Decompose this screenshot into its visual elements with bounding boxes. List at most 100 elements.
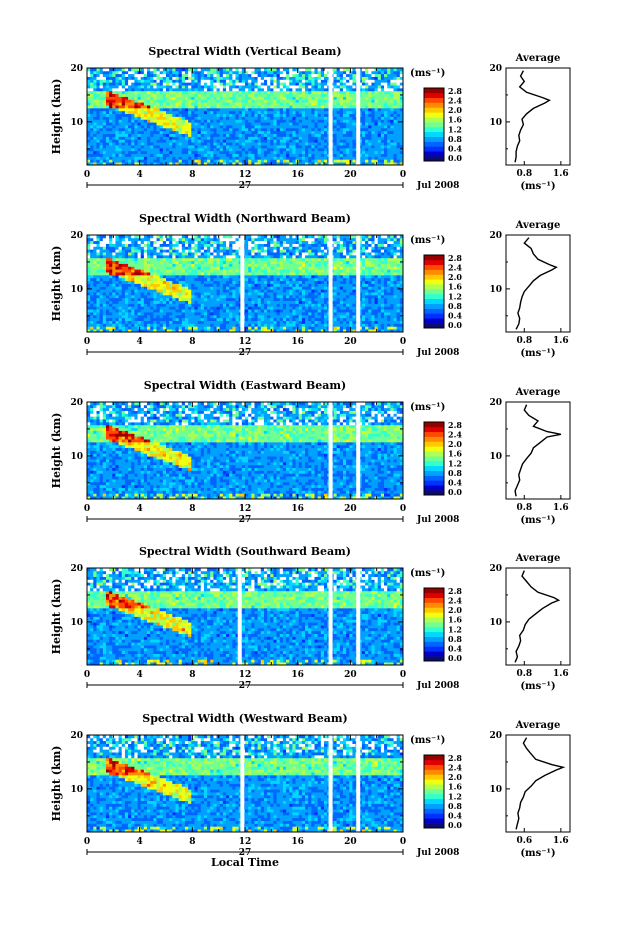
- heatmap-cell: [346, 99, 350, 102]
- heatmap-cell: [223, 309, 227, 312]
- heatmap-cell: [122, 258, 126, 261]
- heatmap-cell: [384, 79, 388, 82]
- heatmap-cell: [264, 122, 268, 125]
- heatmap-cell: [100, 148, 104, 151]
- heatmap-cell: [166, 148, 170, 151]
- heatmap-cell: [144, 148, 148, 151]
- heatmap-cell: [157, 284, 161, 287]
- heatmap-cell: [273, 139, 277, 142]
- heatmap-cell: [286, 77, 290, 80]
- heatmap-cell: [87, 258, 91, 261]
- heatmap-cell: [109, 241, 113, 244]
- heatmap-cell: [138, 295, 142, 298]
- heatmap-cell: [122, 74, 126, 77]
- heatmap-cell: [258, 102, 262, 105]
- heatmap-cell: [384, 85, 388, 88]
- heatmap-cell: [340, 102, 344, 105]
- heatmap-cell: [128, 249, 132, 252]
- heatmap-cell: [163, 142, 167, 145]
- heatmap-cell: [362, 122, 366, 125]
- heatmap-cell: [286, 134, 290, 137]
- heatmap-cell: [324, 151, 328, 154]
- heatmap-cell: [109, 125, 113, 128]
- heatmap-cell: [201, 122, 205, 125]
- heatmap-cell: [153, 258, 157, 261]
- heatmap-cell: [96, 156, 100, 159]
- heatmap-cell: [267, 94, 271, 97]
- heatmap-cell: [343, 122, 347, 125]
- heatmap-cell: [207, 154, 211, 157]
- heatmap-cell: [207, 269, 211, 272]
- heatmap-cell: [308, 99, 312, 102]
- heatmap-cell: [371, 88, 375, 91]
- heatmap-cell: [273, 159, 277, 162]
- heatmap-cell: [223, 85, 227, 88]
- heatmap-cell: [362, 79, 366, 82]
- heatmap-cell: [96, 269, 100, 272]
- heatmap-cell: [182, 71, 186, 74]
- heatmap-cell: [166, 255, 170, 258]
- heatmap-cell: [368, 117, 372, 120]
- heatmap-cell: [96, 292, 100, 295]
- heatmap-cell: [204, 134, 208, 137]
- heatmap-cell: [340, 122, 344, 125]
- heatmap-cell: [172, 261, 176, 264]
- heatmap-cell: [333, 117, 337, 120]
- heatmap-cell: [198, 281, 202, 284]
- heatmap-cell: [264, 128, 268, 131]
- heatmap-cell: [213, 289, 217, 292]
- heatmap-cell: [122, 148, 126, 151]
- heatmap-cell: [340, 131, 344, 134]
- heatmap-cell: [254, 154, 258, 157]
- heatmap-cell: [245, 131, 249, 134]
- heatmap-cell: [318, 131, 322, 134]
- heatmap-cell: [138, 244, 142, 247]
- heatmap-cell: [109, 117, 113, 120]
- heatmap-cell: [112, 246, 116, 249]
- heatmap-cell: [394, 151, 398, 154]
- heatmap-cell: [160, 286, 164, 289]
- heatmap-cell: [371, 145, 375, 148]
- heatmap-cell: [220, 71, 224, 74]
- heatmap-cell: [232, 77, 236, 80]
- heatmap-cell: [236, 151, 240, 154]
- heatmap-cell: [318, 91, 322, 94]
- heatmap-cell: [217, 306, 221, 309]
- heatmap-cell: [273, 88, 277, 91]
- heatmap-cell: [362, 105, 366, 108]
- heatmap-cell: [315, 145, 319, 148]
- heatmap-cell: [103, 246, 107, 249]
- heatmap-cell: [213, 91, 217, 94]
- heatmap-cell: [163, 88, 167, 91]
- heatmap-cell: [213, 139, 217, 142]
- heatmap-cell: [172, 238, 176, 241]
- heatmap-cell: [286, 125, 290, 128]
- heatmap-cell: [213, 321, 217, 324]
- heatmap-cell: [191, 148, 195, 151]
- heatmap-cell: [362, 145, 366, 148]
- heatmap-cell: [96, 154, 100, 157]
- heatmap-cell: [144, 323, 148, 326]
- heatmap-cell: [179, 249, 183, 252]
- heatmap-cell: [160, 318, 164, 321]
- heatmap-cell: [122, 301, 126, 304]
- heatmap-cell: [223, 117, 227, 120]
- heatmap-cell: [96, 85, 100, 88]
- heatmap-cell: [100, 74, 104, 77]
- heatmap-cell: [147, 286, 151, 289]
- heatmap-cell: [87, 97, 91, 100]
- heatmap-cell: [128, 111, 132, 114]
- heatmap-cell: [365, 139, 369, 142]
- heatmap-cell: [343, 111, 347, 114]
- heatmap-cell: [191, 323, 195, 326]
- heatmap-cell: [96, 79, 100, 82]
- heatmap-cell: [93, 108, 97, 111]
- heatmap-cell: [160, 128, 164, 131]
- heatmap-cell: [134, 241, 138, 244]
- heatmap-cell: [381, 128, 385, 131]
- heatmap-cell: [109, 145, 113, 148]
- heatmap-cell: [188, 284, 192, 287]
- heatmap-cell: [207, 264, 211, 267]
- heatmap-cell: [207, 241, 211, 244]
- heatmap-cell: [109, 315, 113, 318]
